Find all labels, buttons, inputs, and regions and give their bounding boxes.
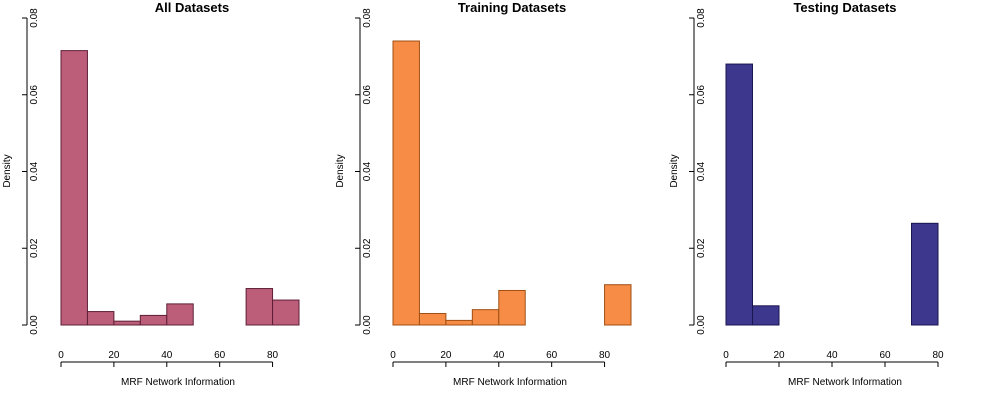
x-tick-label-all: 20 bbox=[108, 350, 120, 361]
chart-title-testing: Testing Datasets bbox=[793, 0, 896, 15]
histogram-bar-testing bbox=[752, 305, 780, 326]
x-tick-label-training: 20 bbox=[440, 350, 452, 361]
y-tick-label-all: 0.06 bbox=[29, 85, 40, 105]
x-tick-label-training: 60 bbox=[546, 350, 558, 361]
x-tick-label-testing: 40 bbox=[826, 350, 838, 361]
y-axis-label-training: Density bbox=[335, 154, 346, 187]
histogram-bar-training bbox=[471, 309, 500, 326]
x-tick-label-training: 40 bbox=[493, 350, 505, 361]
x-axis-label-all: MRF Network Information bbox=[121, 377, 235, 388]
y-tick-label-testing: 0.04 bbox=[696, 161, 707, 181]
y-axis-label-all: Density bbox=[2, 154, 13, 187]
y-tick-label-all: 0.00 bbox=[29, 315, 40, 335]
y-tick-label-all: 0.08 bbox=[29, 8, 40, 28]
x-tick-label-training: 0 bbox=[390, 350, 396, 361]
y-tick-label-training: 0.02 bbox=[362, 238, 373, 258]
y-tick-label-training: 0.08 bbox=[362, 8, 373, 28]
x-tick-label-all: 80 bbox=[267, 350, 279, 361]
x-tick-label-testing: 20 bbox=[773, 350, 785, 361]
histogram-bar-training bbox=[392, 40, 420, 326]
histogram-bar-training bbox=[418, 312, 447, 326]
histogram-bar-all bbox=[60, 50, 88, 326]
y-axis-label-testing: Density bbox=[669, 154, 680, 187]
x-tick-label-all: 60 bbox=[214, 350, 226, 361]
histogram-bar-all bbox=[272, 299, 300, 326]
x-axis-label-training: MRF Network Information bbox=[453, 377, 567, 388]
chart-title-all: All Datasets bbox=[155, 0, 229, 15]
histogram-bar-testing bbox=[911, 222, 939, 326]
y-tick-label-training: 0.04 bbox=[362, 161, 373, 181]
y-tick-label-testing: 0.00 bbox=[696, 315, 707, 335]
x-tick-label-testing: 80 bbox=[932, 350, 944, 361]
y-tick-label-all: 0.02 bbox=[29, 238, 40, 258]
chart-title-training: Training Datasets bbox=[458, 0, 566, 15]
y-tick-label-training: 0.00 bbox=[362, 315, 373, 335]
histogram-bar-all bbox=[113, 320, 141, 326]
y-tick-label-all: 0.04 bbox=[29, 161, 40, 181]
y-tick-label-testing: 0.08 bbox=[696, 8, 707, 28]
y-tick-label-training: 0.06 bbox=[362, 85, 373, 105]
histogram-bar-training bbox=[498, 289, 526, 326]
histogram-bar-all bbox=[86, 311, 115, 326]
histogram-bar-all bbox=[166, 303, 194, 326]
histogram-bar-testing bbox=[725, 63, 753, 326]
x-tick-label-testing: 0 bbox=[723, 350, 729, 361]
y-tick-label-testing: 0.06 bbox=[696, 85, 707, 105]
histogram-bar-training bbox=[445, 319, 473, 326]
histogram-bar-training bbox=[604, 284, 632, 326]
x-tick-label-training: 80 bbox=[599, 350, 611, 361]
x-tick-label-all: 40 bbox=[161, 350, 173, 361]
x-tick-label-all: 0 bbox=[58, 350, 64, 361]
x-tick-label-testing: 60 bbox=[879, 350, 891, 361]
y-tick-label-testing: 0.02 bbox=[696, 238, 707, 258]
x-axis-label-testing: MRF Network Information bbox=[788, 377, 902, 388]
histogram-bar-all bbox=[139, 314, 168, 326]
histogram-bar-all bbox=[245, 288, 274, 326]
